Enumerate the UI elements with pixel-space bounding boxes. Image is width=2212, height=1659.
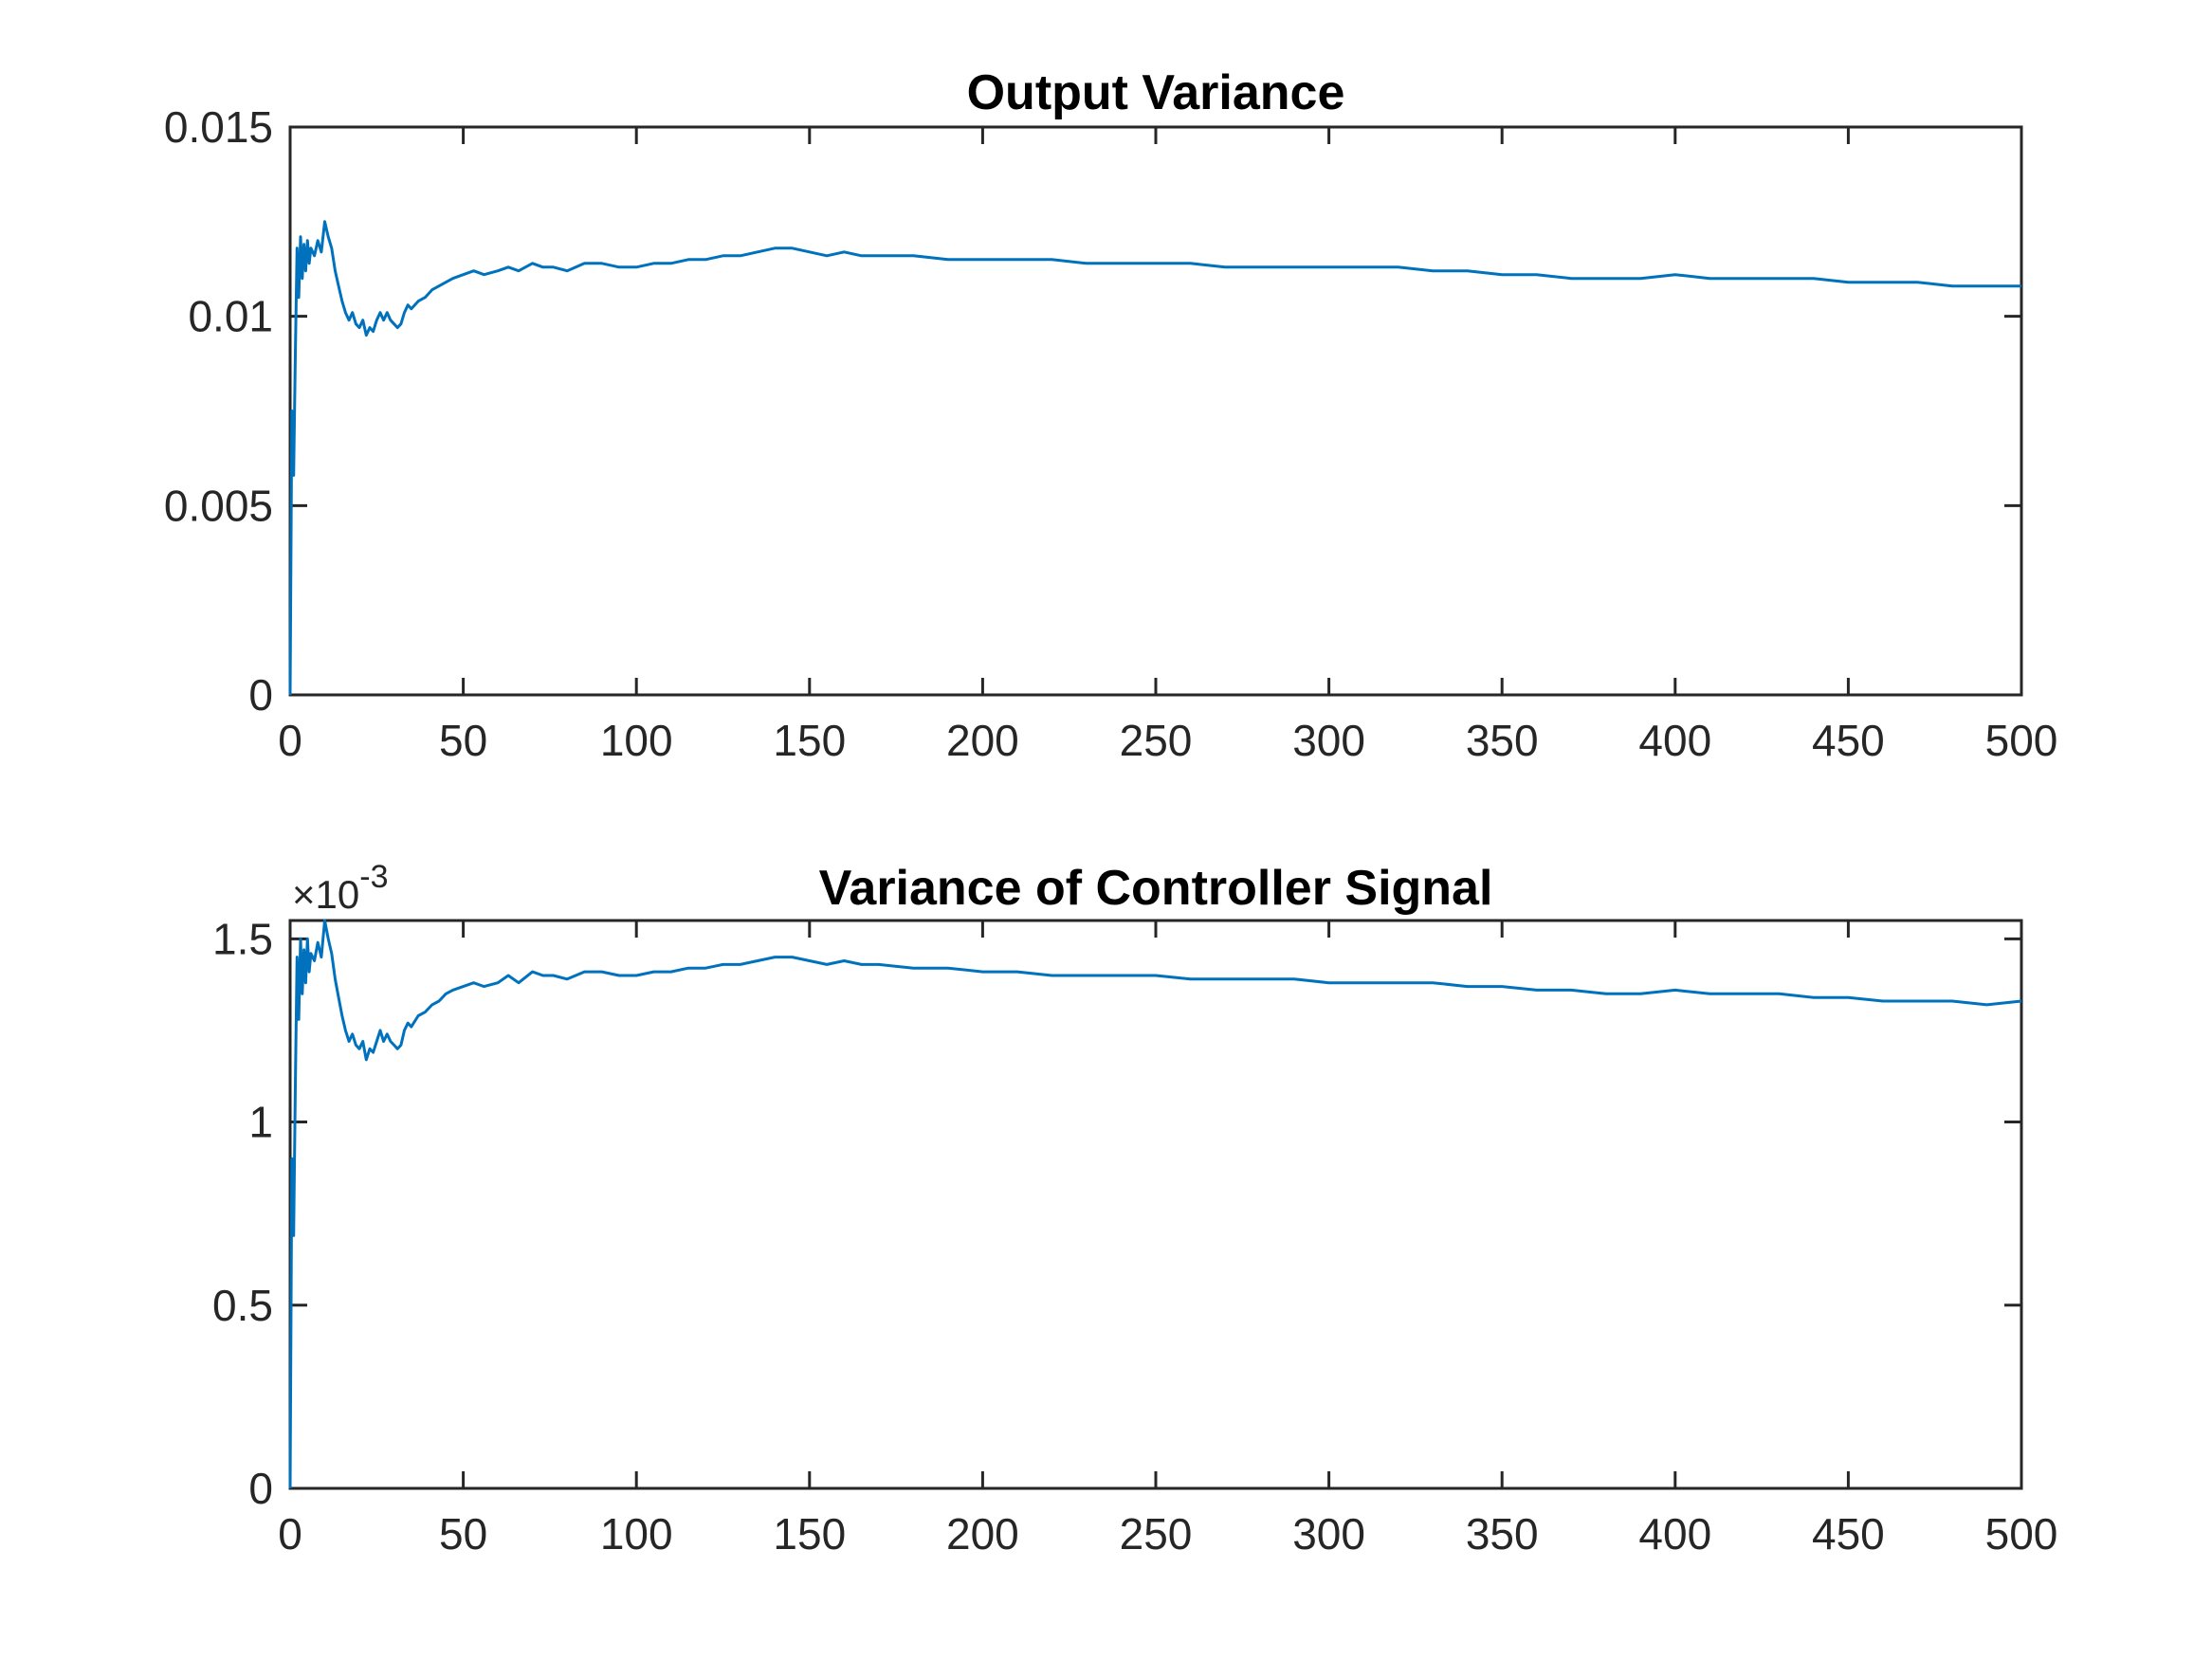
output-variance-chart: Output Variance 0 50 100 150 200 250 300 350 400…	[164, 65, 2058, 765]
x-tick-label: 50	[439, 1509, 487, 1559]
x-tick-label: 100	[600, 716, 673, 765]
y-axis-exponent-label: ×10-3	[292, 859, 388, 917]
x-tick-label: 150	[773, 1509, 846, 1559]
y-tick-label: 0.5	[212, 1281, 273, 1330]
x-tick-label: 350	[1466, 716, 1539, 765]
chart-title: Variance of Controller Signal	[819, 861, 1493, 916]
y-axis-exponent-base: ×10	[292, 872, 359, 917]
x-tick-label: 150	[773, 716, 846, 765]
chart-title: Output Variance	[967, 65, 1345, 120]
x-tick-label: 300	[1292, 1509, 1365, 1559]
y-tick-label: 0	[248, 1464, 273, 1513]
y-tick-label: 0	[248, 670, 273, 720]
plot-area: 0 50 100 150 200 250 300 350 400 450 500 0 0.5 1 1.5	[212, 914, 2057, 1559]
x-tick-label: 500	[1985, 1509, 2058, 1559]
x-tick-label: 0	[278, 716, 302, 765]
x-tick-label: 350	[1466, 1509, 1539, 1559]
plot-area: 0 50 100 150 200 250 300 350 400 450 500 0 0.005 0.01…	[164, 102, 2058, 765]
x-tick-label: 400	[1638, 716, 1711, 765]
controller-signal-variance-chart: Variance of Controller Signal ×10-3 0 50 1…	[212, 859, 2057, 1559]
y-tick-label: 0.005	[164, 481, 273, 530]
x-tick-label: 0	[278, 1509, 302, 1559]
y-tick-label: 1	[248, 1098, 273, 1147]
x-tick-label: 300	[1292, 716, 1365, 765]
x-tick-label: 500	[1985, 716, 2058, 765]
x-tick-label: 200	[946, 1509, 1019, 1559]
x-tick-label: 250	[1120, 716, 1193, 765]
x-tick-label: 50	[439, 716, 487, 765]
x-tick-label: 250	[1120, 1509, 1193, 1559]
x-tick-label: 400	[1638, 1509, 1711, 1559]
series-line	[288, 220, 2021, 696]
x-tick-label: 450	[1812, 1509, 1885, 1559]
y-axis-exponent-power: -3	[359, 859, 388, 895]
y-tick-label: 1.5	[212, 914, 273, 963]
x-tick-label: 100	[600, 1509, 673, 1559]
x-tick-label: 200	[946, 716, 1019, 765]
y-tick-label: 0.015	[164, 102, 273, 152]
series-line	[288, 919, 2022, 1489]
x-tick-label: 450	[1812, 716, 1885, 765]
y-tick-label: 0.01	[188, 292, 273, 341]
